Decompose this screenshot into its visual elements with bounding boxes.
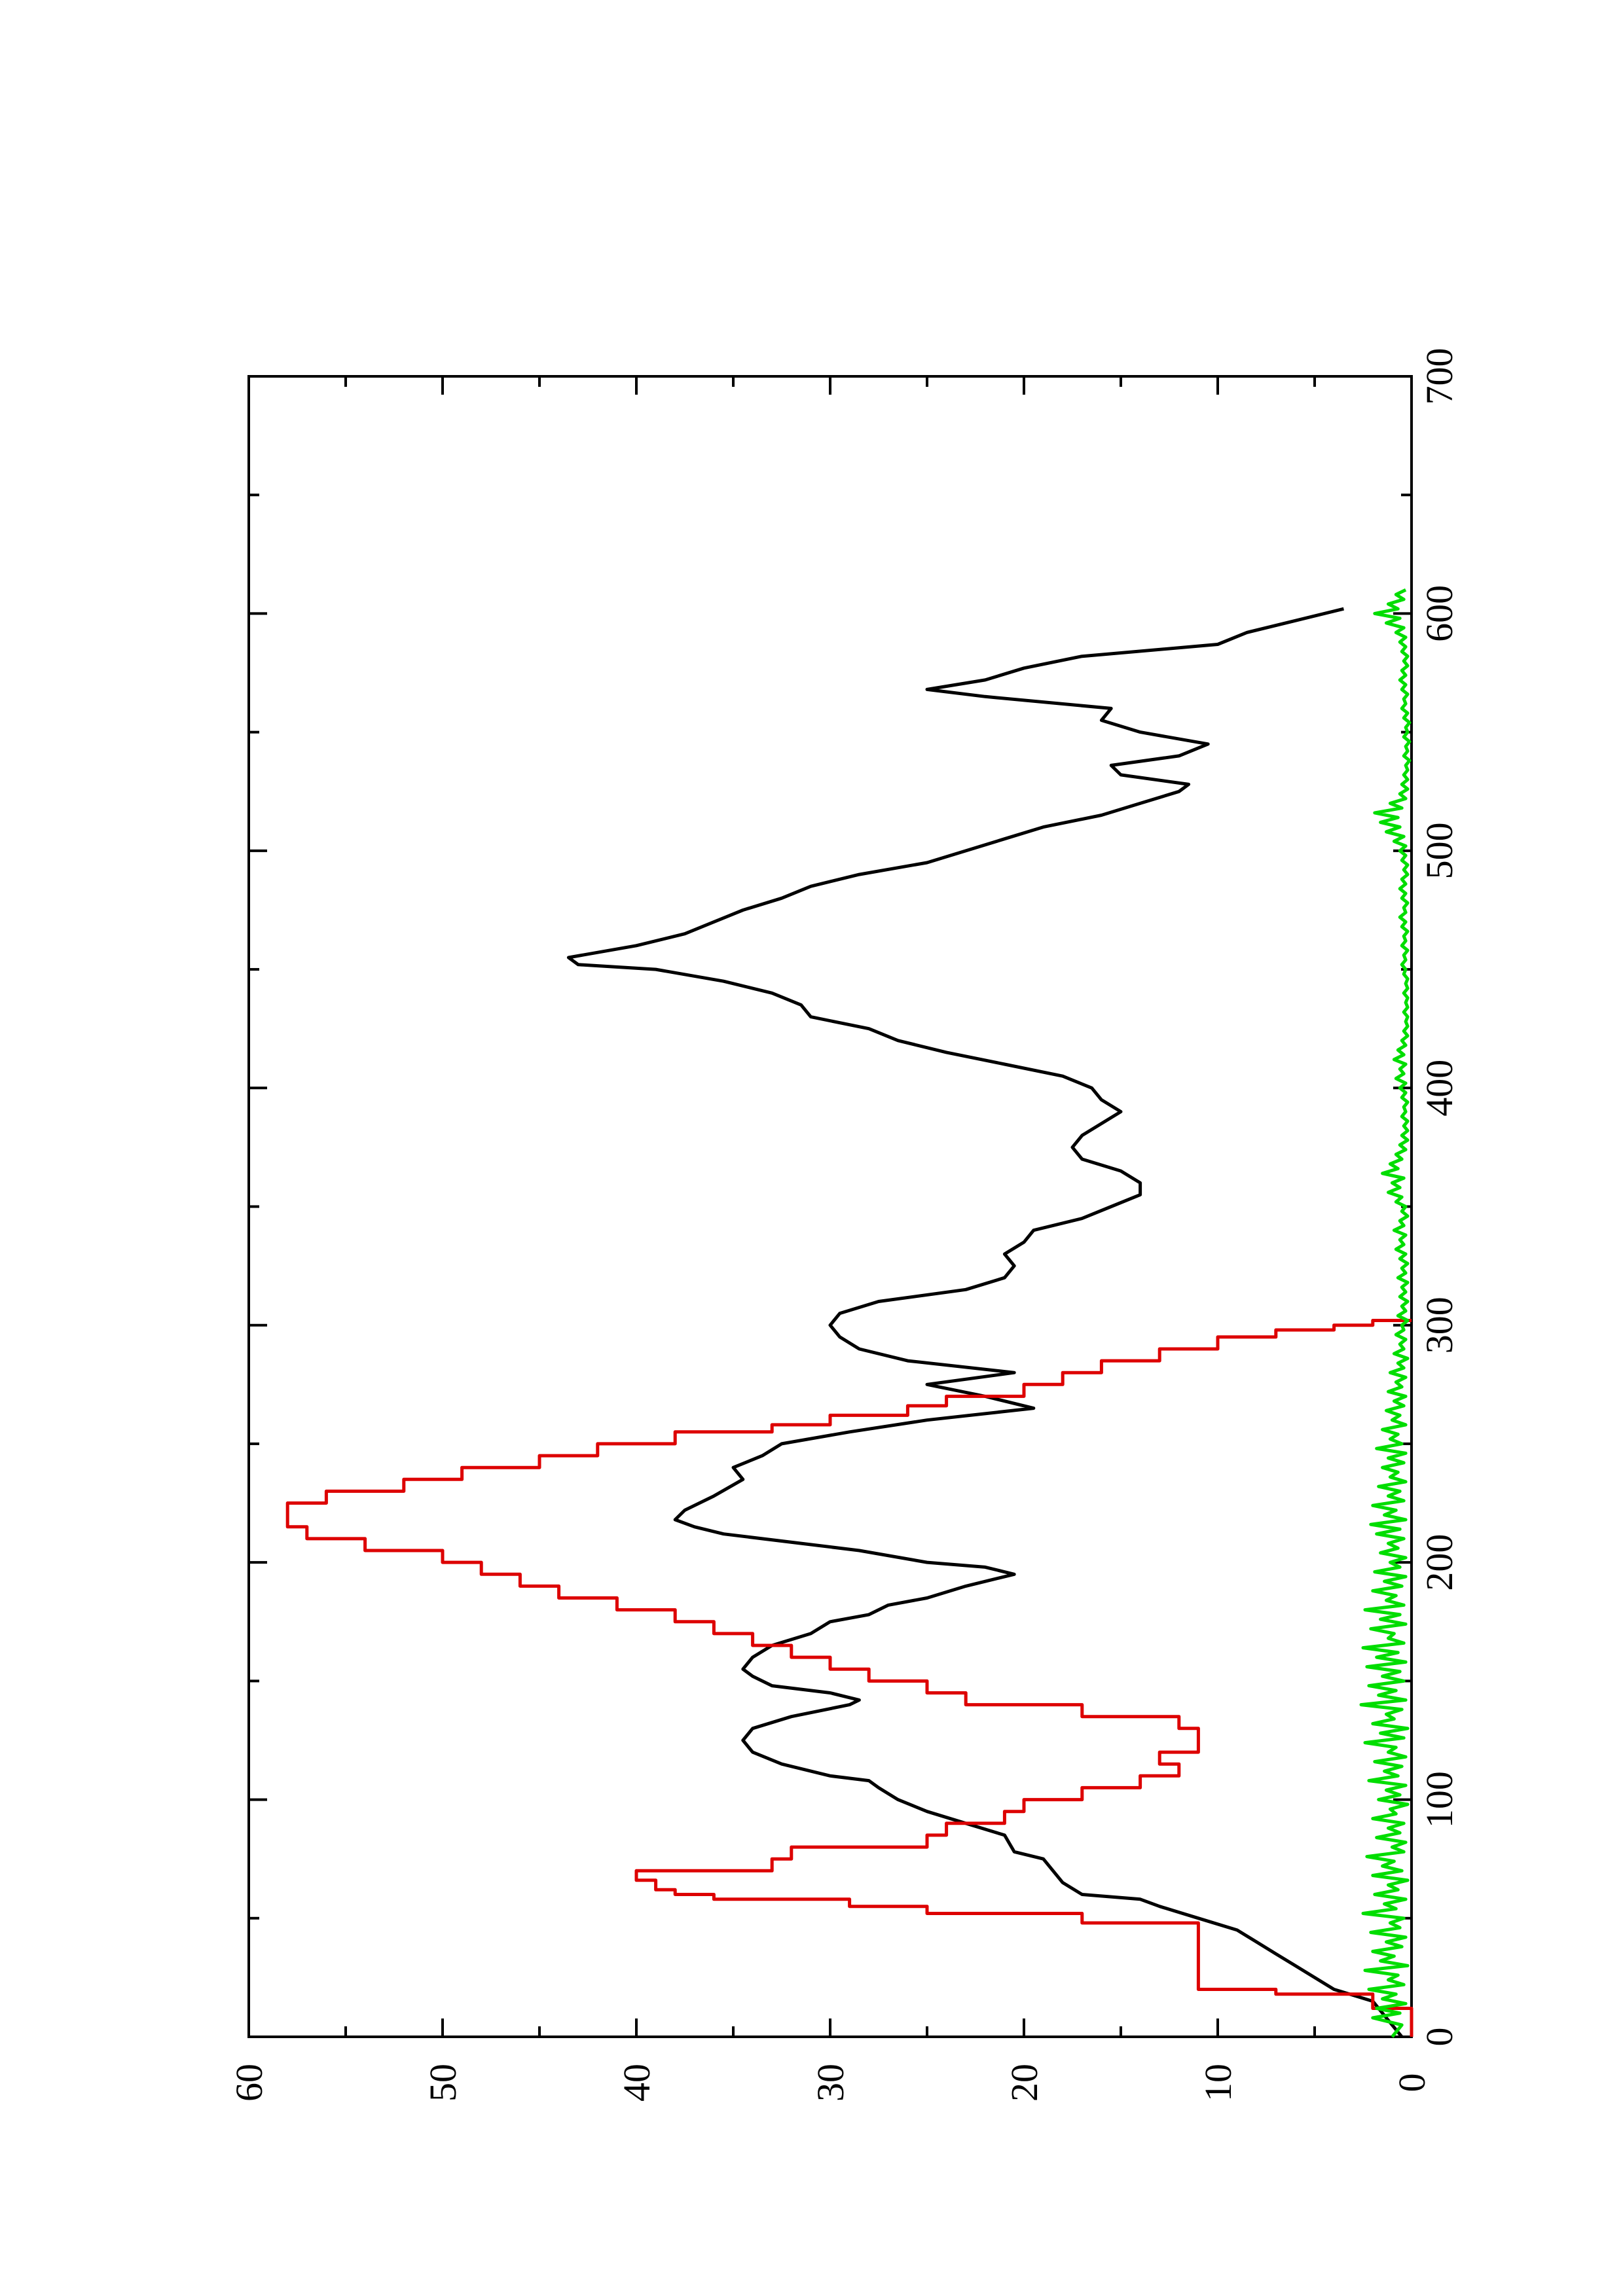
y-tick-label-30: 30 (809, 2064, 852, 2102)
y-tick-label-40: 40 (615, 2064, 658, 2102)
series-line-1 (566, 607, 1404, 2038)
plot-frame (247, 375, 1413, 2038)
x-tick-label-700: 700 (1418, 348, 1461, 405)
series-layer (285, 588, 1413, 2038)
x-tick-label-200: 200 (1418, 1534, 1461, 1591)
series-line-3 (1359, 588, 1412, 2038)
x-tick-label-600: 600 (1418, 585, 1461, 642)
x-tick-label-100: 100 (1418, 1771, 1461, 1828)
y-tick-label-60: 60 (228, 2064, 270, 2102)
y-tick-label-50: 50 (422, 2064, 464, 2102)
y-tick-label-10: 10 (1197, 2064, 1239, 2102)
x-tick-label-500: 500 (1418, 822, 1461, 879)
series-line-2 (285, 1319, 1413, 2037)
x-tick-label-0: 0 (1418, 2028, 1461, 2047)
y-tick-label-0: 0 (1391, 2073, 1433, 2092)
axis-tick-labels: 0 100 200 300 400 500 600 700 0 10 20 30 40 50 60 (228, 348, 1461, 2102)
axis-ticks (247, 375, 1413, 2038)
y-tick-label-20: 20 (1003, 2064, 1046, 2102)
x-tick-label-400: 400 (1418, 1060, 1461, 1117)
x-tick-label-300: 300 (1418, 1297, 1461, 1354)
